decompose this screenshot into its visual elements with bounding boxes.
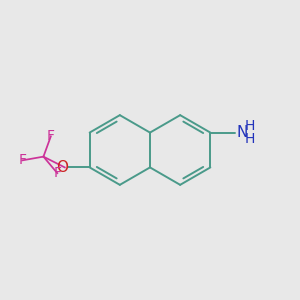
Text: H: H bbox=[244, 132, 255, 146]
Text: F: F bbox=[53, 166, 61, 180]
Text: N: N bbox=[236, 125, 248, 140]
Text: O: O bbox=[56, 160, 68, 175]
Text: F: F bbox=[47, 129, 55, 143]
Text: F: F bbox=[18, 153, 26, 167]
Text: H: H bbox=[244, 119, 255, 133]
